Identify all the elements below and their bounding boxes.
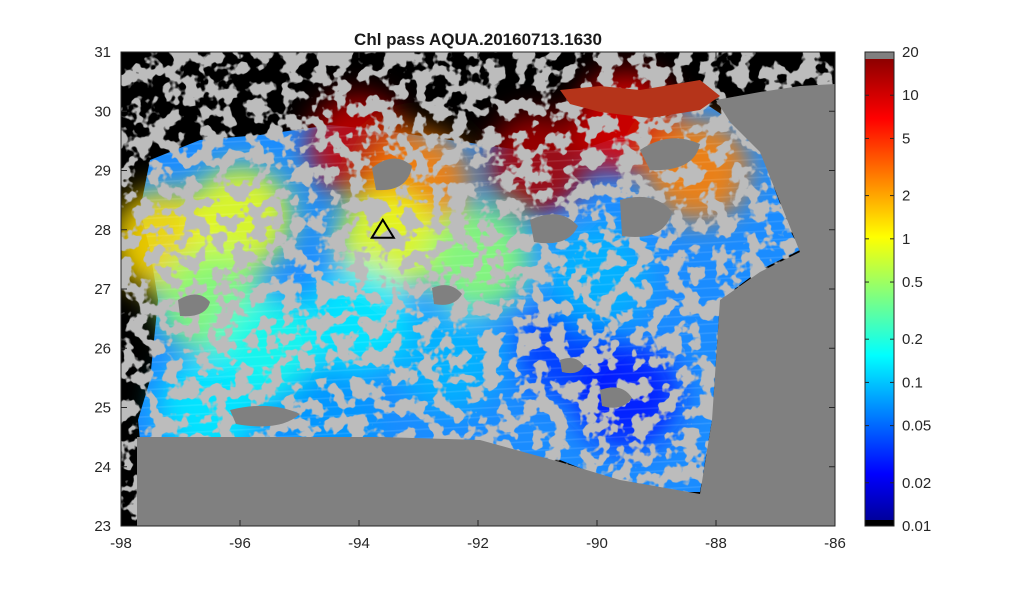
x-tick-label: -86 <box>824 535 846 552</box>
x-tick-label: -94 <box>348 535 370 552</box>
y-tick-label: 26 <box>94 340 111 357</box>
y-tick-label: 31 <box>94 44 111 61</box>
y-tick-label: 24 <box>94 459 111 476</box>
x-axis: -98 -96 -94 -92 -90 -88 -86 <box>110 52 846 552</box>
y-tick-label: 23 <box>94 518 111 535</box>
colorbar-tick-label: 1 <box>902 231 910 248</box>
cloud-patch <box>620 196 672 237</box>
colorbar-ticks: 20 10 5 2 1 0.5 0.2 0.1 0.05 0.02 0.01 <box>865 44 931 535</box>
x-tick-label: -96 <box>229 535 251 552</box>
southern-land-region <box>137 84 835 526</box>
colorbar-tick-label: 0.1 <box>902 374 923 391</box>
colorbar-over-color <box>865 52 894 59</box>
colorbar-frame <box>864 51 895 527</box>
y-tick-label: 27 <box>94 281 111 298</box>
colorbar-tick-label: 10 <box>902 87 919 104</box>
colorbar-under-color <box>865 520 894 526</box>
colorbar-tick-label: 0.05 <box>902 418 931 435</box>
cloud-patch <box>432 285 462 305</box>
colorbar-tick-label: 0.02 <box>902 475 931 492</box>
y-tick-label: 28 <box>94 222 111 239</box>
cloud-patch <box>178 294 210 317</box>
station-triangle-marker <box>370 217 396 239</box>
cloud-patch <box>640 138 700 171</box>
land-mask <box>137 80 835 526</box>
cloud-patch <box>560 358 584 374</box>
colorbar-tick-label: 0.5 <box>902 274 923 291</box>
y-axis: 31 30 29 28 27 26 25 24 23 <box>94 44 835 535</box>
plot-area <box>121 52 835 526</box>
cloud-patch <box>600 387 632 408</box>
x-tick-label: -88 <box>705 535 727 552</box>
x-tick-label: -90 <box>586 535 608 552</box>
colorbar-tick-label: 0.01 <box>902 518 931 535</box>
colorbar: 20 10 5 2 1 0.5 0.2 0.1 0.05 0.02 0.01 <box>864 44 931 535</box>
chart-title: Chl pass AQUA.20160713.1630 <box>354 30 602 49</box>
colorbar-gradient <box>865 52 894 526</box>
colorbar-tick-label: 5 <box>902 130 910 147</box>
y-tick-label: 25 <box>94 400 111 417</box>
colorbar-tick-label: 20 <box>902 44 919 61</box>
colorbar-tick-label: 0.2 <box>902 331 923 348</box>
x-tick-label: -98 <box>110 535 132 552</box>
colorbar-tick-label: 2 <box>902 188 910 205</box>
y-tick-label: 29 <box>94 163 111 180</box>
x-tick-label: -92 <box>467 535 489 552</box>
cloud-patch <box>530 214 578 244</box>
y-tick-label: 30 <box>94 103 111 120</box>
coastal-bloom-strip <box>560 80 720 118</box>
cloud-patch <box>230 405 300 427</box>
cloud-patch <box>372 158 412 191</box>
